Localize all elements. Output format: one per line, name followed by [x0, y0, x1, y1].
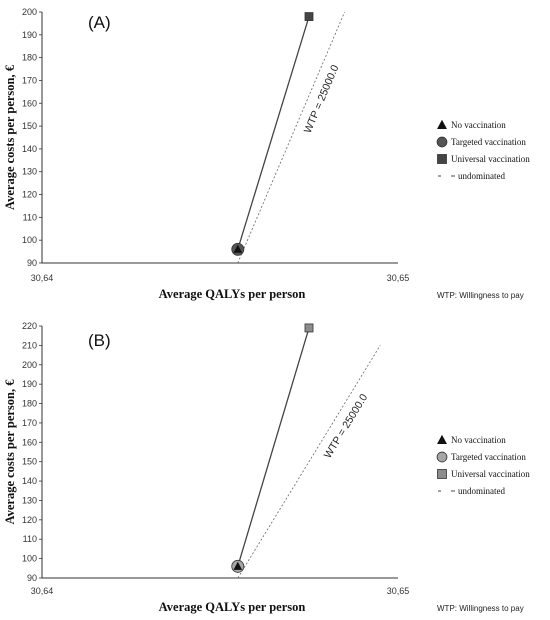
panel-b-x-axis-title: Average QALYs per person [159, 600, 306, 614]
panel-a-y-tick-label: 140 [22, 144, 37, 154]
panel-b-y-tick-label: 160 [22, 437, 37, 447]
panel-b-frontier-line [237, 327, 310, 567]
panel-b-y-axis-title: Average costs per person, € [3, 379, 17, 525]
panel-a-point-no-vaccination [233, 244, 243, 253]
panel-b-y-tick-label: 200 [22, 360, 37, 370]
panel-a-y-tick-label: 160 [22, 98, 37, 108]
panel-a-label: (A) [88, 13, 111, 32]
panel-b-legend-item-label: Universal vaccination [451, 469, 530, 479]
panel-a-y-tick-label: 100 [22, 235, 37, 245]
panel-b-y-tick-label: 110 [23, 534, 37, 544]
panel-a-legend-marker [437, 154, 447, 164]
panel-a-wtp-label: WTP = 25000.0 [302, 63, 342, 135]
panel-b-legend-marker [437, 434, 447, 444]
panel-b-label: (B) [88, 331, 111, 350]
panel-b-x-tick-label: 30,65 [387, 586, 410, 596]
panel-a-y-tick-label: 130 [22, 167, 37, 177]
panel-a-legend-item-label: No vaccination [451, 120, 506, 130]
panel-b-legend-item-label: undominated [458, 486, 505, 496]
panel-b-y-tick-label: 140 [22, 476, 37, 486]
panel-b-x-tick-label: 30,64 [31, 586, 54, 596]
panel-b-legend-item-label: No vaccination [451, 435, 506, 445]
panel-b-y-tick-label: 220 [22, 321, 37, 331]
panel-b-y-tick-label: 210 [22, 340, 37, 350]
panel-a-note: WTP: Willingness to pay [437, 291, 524, 300]
panel-a-x-tick-label: 30,64 [31, 273, 54, 283]
panel-b-note: WTP: Willingness to pay [437, 604, 524, 613]
panel-b-point-no-vaccination [233, 561, 243, 570]
panel-b-y-tick-label: 170 [22, 418, 37, 428]
panel-a-y-tick-label: 150 [22, 121, 37, 131]
panel-b-point-universal-vaccination [304, 323, 314, 333]
panel-a-y-axis-title: Average costs per person, € [3, 64, 17, 210]
panel-a-y-tick-label: 180 [22, 53, 37, 63]
panel-a-legend-marker [437, 119, 447, 129]
panel-b-y-tick-label: 150 [22, 457, 37, 467]
panel-a-legend-item-label: Universal vaccination [451, 154, 530, 164]
panel-a-wtp-line [237, 11, 345, 264]
panel-a-y-tick-label: 110 [23, 212, 37, 222]
panel-a-y-tick-label: 170 [22, 75, 37, 85]
panel-a-point-universal-vaccination [304, 12, 314, 21]
panel-a-y-tick-label: 90 [27, 258, 37, 268]
panel-a-y-tick-label: 190 [22, 30, 37, 40]
panel-b-y-tick-label: 100 [22, 554, 37, 564]
panel-b-legend-marker [436, 451, 448, 463]
panel-a-x-tick-label: 30,65 [387, 273, 410, 283]
panel-b-y-tick-label: 130 [22, 495, 37, 505]
panel-a-legend-item-label: Targeted vaccination [451, 137, 526, 147]
panel-a-y-tick-label: 200 [22, 7, 37, 17]
panel-b-y-tick-label: 90 [27, 573, 37, 583]
panel-b-wtp-line [237, 345, 381, 579]
panel-a-legend-item-label: undominated [458, 171, 505, 181]
panel-a-x-axis-title: Average QALYs per person [159, 287, 306, 301]
panel-b-y-tick-label: 120 [22, 515, 37, 525]
panel-a-y-tick-label: 120 [22, 190, 37, 200]
panel-b-y-tick-label: 190 [22, 379, 37, 389]
panel-b-legend-marker [437, 469, 447, 479]
panel-b-wtp-label: WTP = 25000.0 [322, 392, 370, 461]
panel-a-legend-marker [436, 136, 448, 148]
panel-b-legend-item-label: Targeted vaccination [451, 452, 526, 462]
panel-b-y-tick-label: 180 [22, 399, 37, 409]
panel-a-frontier-line [237, 16, 310, 250]
